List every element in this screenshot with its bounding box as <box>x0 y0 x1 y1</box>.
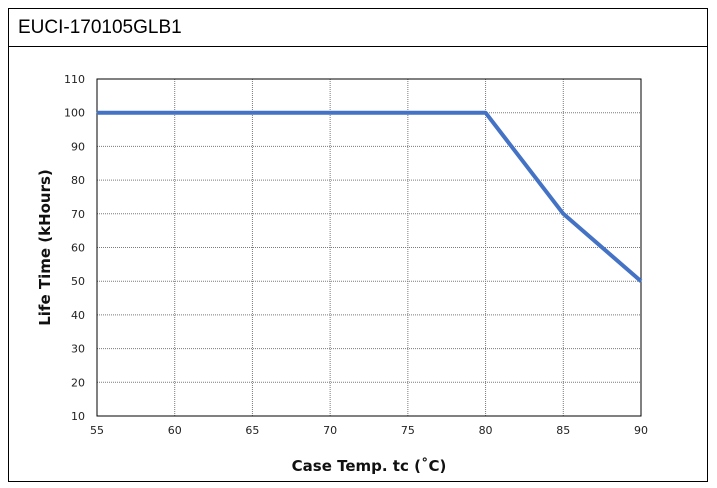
x-tick-label: 60 <box>168 424 182 437</box>
chart-header-title: EUCI-170105GLB1 <box>9 9 707 47</box>
y-tick-label: 50 <box>71 275 85 288</box>
x-axis-label: Case Temp. tc (˚C) <box>292 457 447 475</box>
y-tick-label: 10 <box>71 410 85 423</box>
y-tick-label: 80 <box>71 174 85 187</box>
y-tick-label: 20 <box>71 376 85 389</box>
x-tick-label: 75 <box>401 424 415 437</box>
data-point <box>96 112 98 114</box>
y-tick-label: 100 <box>64 107 85 120</box>
chart-frame: EUCI-170105GLB1 <box>8 8 708 482</box>
data-point <box>640 280 642 282</box>
y-tick-label: 90 <box>71 140 85 153</box>
y-axis-label: Life Time (kHours) <box>36 169 54 326</box>
grid-lines <box>96 78 642 417</box>
x-tick-label: 70 <box>323 424 337 437</box>
data-series <box>96 110 643 283</box>
y-tick-label: 70 <box>71 208 85 221</box>
x-tick-label: 85 <box>556 424 570 437</box>
y-tick-label: 40 <box>71 309 85 322</box>
life-time-line <box>97 110 643 283</box>
plot-area <box>96 78 642 417</box>
y-tick-label: 110 <box>64 73 85 86</box>
x-tick-label: 55 <box>90 424 104 437</box>
data-point <box>485 112 487 114</box>
y-tick-label: 60 <box>71 242 85 255</box>
tick-labels: 10 20 30 40 50 60 70 80 90 100 110 55 60 65 70 75 80 85 90 <box>64 73 648 437</box>
x-tick-label: 65 <box>245 424 259 437</box>
data-point <box>562 213 564 215</box>
x-tick-label: 90 <box>634 424 648 437</box>
x-tick-label: 80 <box>479 424 493 437</box>
y-tick-label: 30 <box>71 343 85 356</box>
